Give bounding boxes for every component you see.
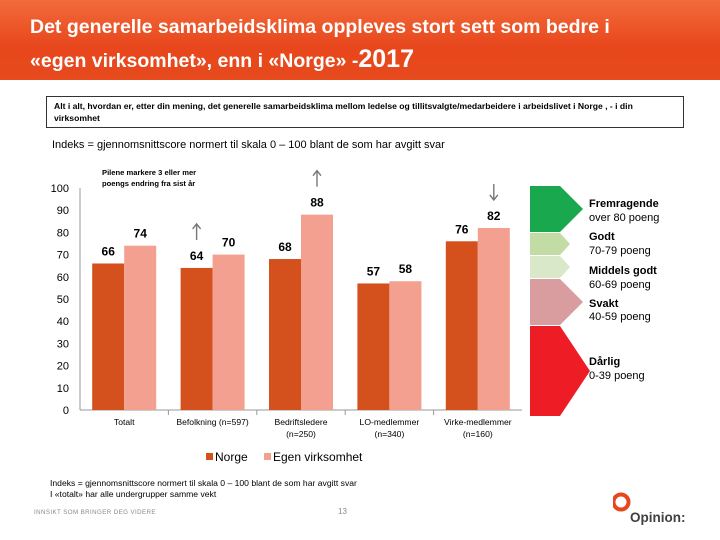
legend-label: Norge	[215, 450, 248, 464]
data-label: 88	[310, 196, 324, 210]
bar-norge	[445, 241, 478, 410]
x-tick-label: (n=250)	[286, 429, 316, 439]
bar-norge	[357, 283, 390, 410]
scale-label: Godt	[589, 231, 615, 243]
index-subtitle: Indeks = gjennomsnittscore normert til s…	[52, 139, 445, 151]
scale-range: 40-59 poeng	[589, 311, 651, 323]
scale-band-chevron	[530, 233, 570, 255]
page-title-line2: «egen virksomhet», enn i «Norge» -2017	[30, 45, 414, 74]
data-label: 68	[278, 240, 292, 254]
scale-range: 60-69 poeng	[589, 279, 651, 291]
y-tick-label: 20	[57, 361, 69, 373]
bar-egen-virksomhet	[301, 214, 333, 410]
y-tick-label: 70	[57, 250, 69, 262]
data-label: 82	[487, 209, 501, 223]
y-tick-label: 10	[57, 383, 69, 395]
scale-range: 0-39 poeng	[589, 370, 645, 382]
page-number: 13	[338, 507, 347, 516]
tagline: INNSIKT SOM BRINGER DEG VIDERE	[34, 509, 156, 516]
page-title-line1: Det generelle samarbeidsklima oppleves s…	[30, 16, 610, 38]
y-tick-label: 90	[57, 205, 69, 217]
legend-swatch	[264, 453, 271, 460]
x-tick-label: Totalt	[114, 417, 135, 427]
data-label: 57	[367, 264, 381, 278]
scale-range: 70-79 poeng	[589, 245, 651, 257]
y-tick-label: 100	[51, 183, 69, 195]
x-tick-label: Bedriftsledere	[274, 417, 327, 427]
scale-band-chevron	[530, 279, 583, 325]
footnote-line2: I «totalt» har alle undergrupper samme v…	[50, 489, 217, 499]
data-label: 64	[190, 249, 204, 263]
opinion-logo-icon	[613, 492, 631, 512]
legend-swatch	[206, 453, 213, 460]
data-label: 66	[102, 244, 116, 258]
bar-norge	[269, 259, 301, 410]
page-title-year: 2017	[358, 45, 414, 73]
data-label: 76	[455, 222, 469, 236]
data-label: 58	[399, 262, 413, 276]
scale-band-chevron	[530, 186, 583, 232]
bar-egen-virksomhet	[389, 281, 422, 410]
bar-egen-virksomhet	[477, 227, 510, 410]
scale-band-chevron	[530, 326, 590, 416]
data-label: 70	[222, 236, 236, 250]
bar-egen-virksomhet	[124, 245, 157, 410]
x-tick-label: (n=340)	[374, 429, 404, 439]
scale-range: over 80 poeng	[589, 212, 659, 224]
scale-label: Fremragende	[589, 198, 659, 210]
arrow-note-line2: poengs endring fra sist år	[102, 179, 195, 188]
y-tick-label: 60	[57, 272, 69, 284]
data-label: 74	[134, 227, 148, 241]
scale-label: Dårlig	[589, 356, 620, 368]
arrow-note-line1: Pilene markere 3 eller mer	[102, 168, 196, 177]
rating-scale-legend: Fremragende over 80 poeng Godt 70-79 poeng M…	[530, 186, 659, 416]
page-title-line2-text: «egen virksomhet», enn i «Norge» -	[30, 50, 359, 72]
bar-norge	[92, 263, 125, 410]
y-tick-label: 50	[57, 294, 69, 306]
scale-label: Svakt	[589, 298, 619, 310]
y-tick-label: 40	[57, 316, 69, 328]
legend-label: Egen virksomhet	[273, 450, 363, 464]
x-tick-label: LO-medlemmer	[360, 417, 420, 427]
title-banner: Det generelle samarbeidsklima oppleves s…	[0, 0, 720, 80]
opinion-logo-text: Opinion:	[630, 510, 686, 525]
scale-label: Middels godt	[589, 265, 657, 277]
footnote-line1: Indeks = gjennomsnittscore normert til s…	[50, 478, 357, 488]
footnote: Indeks = gjennomsnittscore normert til s…	[50, 478, 357, 500]
change-arrow-up-icon	[312, 169, 322, 187]
change-arrow-up-icon	[192, 222, 202, 240]
x-tick-label: Virke-medlemmer	[444, 417, 512, 427]
y-tick-label: 0	[63, 405, 69, 417]
x-tick-label: (n=160)	[463, 429, 493, 439]
question-box: Alt i alt, hvordan er, etter din mening,…	[46, 96, 684, 128]
change-arrow-down-icon	[489, 183, 499, 202]
scale-band-chevron	[530, 256, 570, 278]
bar-norge	[180, 267, 213, 410]
y-tick-label: 30	[57, 338, 69, 350]
y-tick-label: 80	[57, 227, 69, 239]
x-tick-label: Befolkning (n=597)	[176, 417, 249, 427]
bar-egen-virksomhet	[212, 254, 245, 410]
